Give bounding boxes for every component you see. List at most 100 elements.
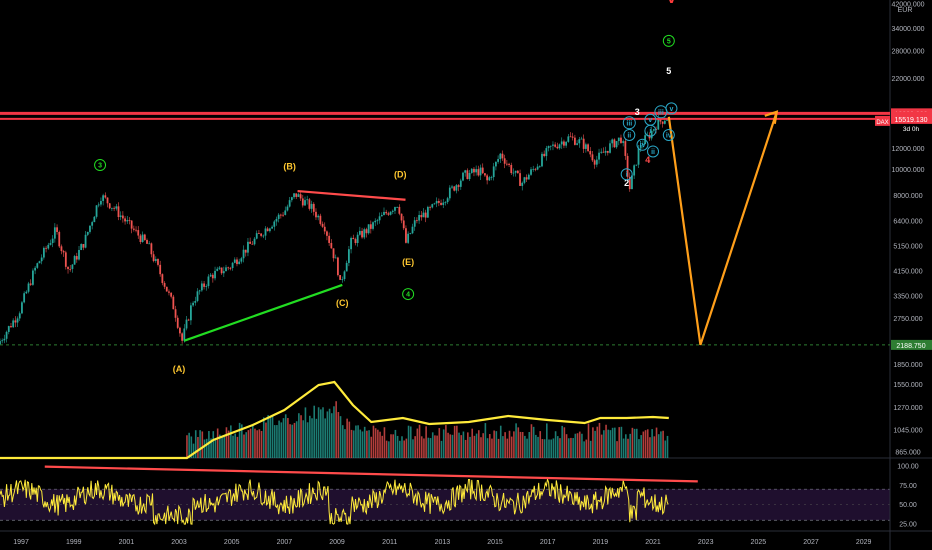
volume-bar bbox=[554, 431, 557, 458]
volume-bar bbox=[594, 430, 596, 458]
volume-bar bbox=[499, 425, 502, 458]
price-candle bbox=[306, 199, 309, 201]
price-candle bbox=[637, 148, 640, 165]
x-tick-label: 1999 bbox=[66, 539, 82, 546]
price-candle bbox=[49, 243, 52, 245]
price-candle bbox=[343, 271, 346, 280]
price-candle bbox=[376, 220, 379, 222]
wave-label: iii bbox=[622, 116, 636, 130]
volume-bar bbox=[247, 430, 250, 458]
support-line bbox=[183, 283, 343, 342]
price-candle bbox=[484, 173, 486, 176]
volume-bar bbox=[300, 415, 302, 458]
volume-bar bbox=[269, 417, 272, 458]
price-candle bbox=[7, 326, 10, 332]
volume-average-line bbox=[0, 380, 669, 460]
price-candle bbox=[117, 206, 120, 218]
volume-bar bbox=[418, 424, 421, 458]
price-candle bbox=[293, 193, 295, 198]
volume-bar bbox=[563, 427, 566, 458]
volume-bar bbox=[556, 436, 559, 458]
volume-bar bbox=[431, 432, 434, 458]
volume-bar bbox=[251, 425, 254, 458]
x-tick-label: 2025 bbox=[751, 539, 767, 546]
price-candle bbox=[543, 153, 546, 157]
volume-bar bbox=[660, 431, 662, 458]
price-candle bbox=[60, 246, 63, 252]
price-tick-label: 28000.000 bbox=[891, 48, 924, 55]
price-candle bbox=[481, 167, 484, 174]
volume-bar bbox=[506, 438, 509, 458]
oscillator-tick-label: 50.00 bbox=[899, 502, 917, 509]
resistance-line bbox=[297, 189, 406, 201]
wave-label-circle bbox=[636, 138, 649, 151]
wave-label-text: 5 bbox=[667, 38, 671, 45]
price-candle bbox=[187, 319, 190, 321]
volume-bar bbox=[190, 436, 193, 458]
symbol-tag-text: DAX bbox=[876, 120, 888, 126]
wave-label: (D) bbox=[394, 169, 407, 179]
volume-bar bbox=[664, 440, 667, 458]
volume-bar bbox=[662, 430, 664, 458]
volume-bar bbox=[423, 438, 425, 458]
price-candle bbox=[132, 228, 135, 230]
volume-bar bbox=[456, 425, 458, 458]
volume-bar bbox=[258, 429, 261, 458]
price-candle bbox=[490, 177, 493, 178]
price-candle bbox=[600, 151, 603, 153]
price-candle bbox=[218, 267, 221, 269]
wave-label: iv bbox=[636, 138, 649, 151]
volume-bar bbox=[581, 433, 583, 458]
price-candle bbox=[554, 144, 557, 147]
price-candle bbox=[466, 170, 469, 180]
volume-bar bbox=[482, 433, 484, 458]
volume-bar bbox=[306, 422, 309, 458]
price-candle bbox=[273, 221, 276, 227]
price-badge-text: 2188.750 bbox=[896, 343, 925, 350]
price-candle bbox=[497, 159, 500, 162]
volume-bar bbox=[230, 425, 232, 458]
price-candle bbox=[14, 320, 17, 323]
price-candle bbox=[295, 193, 298, 197]
volume-bar bbox=[528, 432, 531, 458]
price-badge-bg bbox=[891, 339, 932, 350]
price-tick-label: 6400.000 bbox=[893, 219, 922, 226]
price-candle bbox=[97, 204, 100, 206]
price-candle bbox=[176, 317, 179, 328]
price-candle bbox=[380, 214, 383, 217]
price-candle bbox=[139, 235, 142, 242]
x-tick-label: 2009 bbox=[329, 539, 345, 546]
wave-label: 4 bbox=[402, 288, 415, 301]
price-candle bbox=[121, 215, 124, 219]
price-candle bbox=[264, 228, 267, 236]
price-tick-label: 34000.000 bbox=[891, 26, 924, 33]
volume-bar bbox=[546, 423, 548, 458]
price-candle bbox=[378, 216, 381, 221]
price-candle bbox=[225, 267, 227, 272]
wave-label: 3 bbox=[94, 159, 107, 172]
volume-bar bbox=[627, 438, 629, 458]
volume-bar bbox=[445, 425, 447, 458]
price-candle bbox=[580, 138, 583, 140]
volume-bar bbox=[337, 412, 340, 458]
volume-bar bbox=[541, 439, 544, 458]
volume-bar bbox=[535, 434, 537, 458]
wave-label-text: i bbox=[626, 172, 628, 179]
price-candle bbox=[29, 283, 32, 285]
price-candle bbox=[56, 227, 58, 232]
volume-bar bbox=[414, 436, 416, 458]
price-candle bbox=[200, 283, 203, 291]
price-candle bbox=[288, 200, 291, 207]
price-candle bbox=[159, 264, 162, 275]
x-tick-label: 2003 bbox=[171, 539, 187, 546]
volume-bar bbox=[543, 439, 546, 458]
volume-bar bbox=[508, 430, 511, 458]
volume-bar bbox=[565, 434, 568, 458]
oscillator-tick-label: 75.00 bbox=[899, 483, 917, 490]
volume-bar bbox=[561, 425, 563, 458]
volume-bar bbox=[471, 428, 474, 458]
volume-bar bbox=[510, 436, 513, 458]
price-badge: 2188.750 bbox=[891, 339, 932, 350]
volume-bar bbox=[289, 424, 291, 458]
